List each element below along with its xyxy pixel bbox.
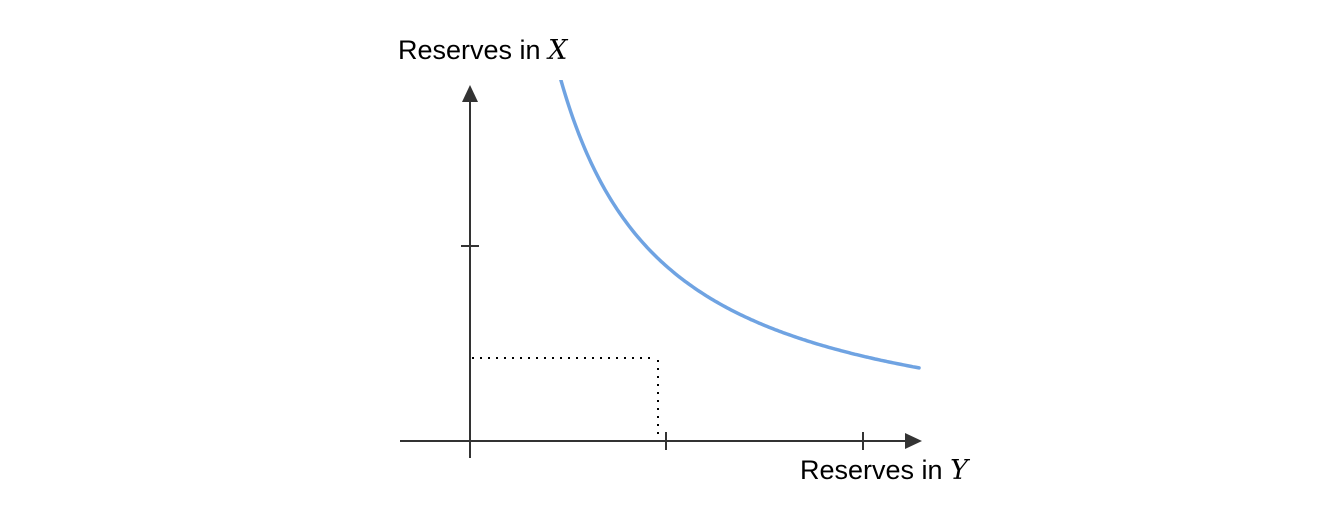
x-axis-label-text: Reserves in [800,455,951,485]
x-axis-label: Reserves in Y [800,455,968,486]
y-axis-arrowhead [462,85,478,102]
reserve-curve [559,80,921,370]
x-axis-variable: Y [950,455,968,486]
y-axis-label: Reserves in X [398,35,568,66]
y-axis-label-text: Reserves in [398,35,549,65]
x-axis-arrowhead [905,433,922,449]
y-axis-variable: X [548,35,568,66]
